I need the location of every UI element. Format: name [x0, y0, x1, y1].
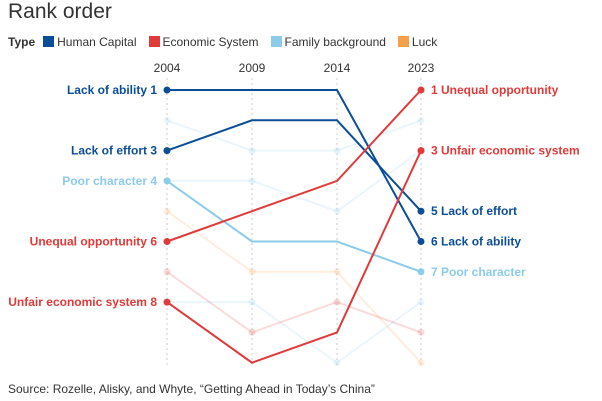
legend-title: Type — [8, 35, 36, 49]
series-line — [166, 89, 422, 243]
series-line — [167, 89, 422, 242]
series-line — [166, 119, 422, 152]
data-point — [163, 147, 171, 155]
right-label: 3 Unfair economic system — [431, 144, 580, 158]
legend-label: Economic System — [162, 35, 259, 49]
data-point — [417, 328, 425, 336]
data-point — [417, 359, 425, 367]
left-label: Unequal opportunity 6 — [30, 235, 158, 249]
x-tick-label: 2004 — [154, 61, 181, 75]
data-point — [163, 116, 171, 124]
legend-item: Human Capital — [43, 35, 137, 49]
legend-swatch — [397, 36, 409, 47]
data-point — [333, 147, 341, 155]
series-line — [167, 301, 422, 364]
legend-swatch — [43, 36, 55, 47]
data-point — [163, 298, 171, 306]
x-tick-label: 2014 — [324, 61, 351, 75]
legend: Type Human Capital Economic System Family … — [8, 35, 443, 49]
x-tick-label: 2009 — [239, 61, 266, 75]
data-point — [333, 359, 341, 367]
data-point — [417, 116, 425, 124]
legend-item: Luck — [397, 35, 438, 49]
data-point — [417, 298, 425, 306]
x-tick-label: 2023 — [408, 61, 435, 75]
data-point — [417, 147, 425, 155]
data-point — [163, 238, 171, 245]
series-line — [167, 149, 422, 213]
data-point — [248, 328, 256, 336]
right-label: 7 Poor character — [431, 265, 526, 279]
legend-label: Family background — [284, 35, 386, 49]
data-point — [417, 238, 425, 245]
legend-label: Luck — [411, 35, 438, 49]
left-label: Unfair economic system 8 — [8, 295, 157, 309]
series-line — [166, 119, 422, 212]
data-point — [417, 86, 425, 94]
legend-item: Economic System — [148, 35, 259, 49]
legend-swatch — [270, 36, 282, 47]
data-point — [248, 298, 256, 306]
data-point — [163, 86, 171, 94]
data-point — [248, 177, 256, 185]
data-point — [163, 268, 171, 276]
legend-swatch — [148, 36, 160, 47]
left-label: Lack of effort 3 — [71, 144, 157, 158]
left-label: Poor character 4 — [62, 174, 157, 188]
legend-label: Human Capital — [57, 35, 137, 49]
series-line — [166, 270, 422, 334]
data-point — [163, 207, 171, 215]
source-note: Source: Rozelle, Alisky, and Whyte, “Get… — [8, 382, 375, 396]
data-point — [333, 207, 341, 215]
data-point — [333, 298, 341, 306]
right-label: 5 Lack of effort — [431, 204, 517, 218]
data-point — [248, 147, 256, 155]
series-line — [166, 180, 422, 273]
legend-item: Family background — [270, 35, 386, 49]
data-point — [333, 268, 341, 276]
right-label: 6 Lack of ability — [431, 235, 521, 249]
data-point — [248, 268, 256, 276]
right-label: 1 Unequal opportunity — [431, 83, 559, 97]
data-point — [417, 268, 425, 276]
series-line — [166, 150, 422, 364]
left-label: Lack of ability 1 — [67, 83, 157, 97]
data-point — [163, 177, 171, 185]
chart-title: Rank order — [8, 0, 112, 23]
data-point — [417, 207, 425, 215]
series-line — [166, 210, 422, 364]
